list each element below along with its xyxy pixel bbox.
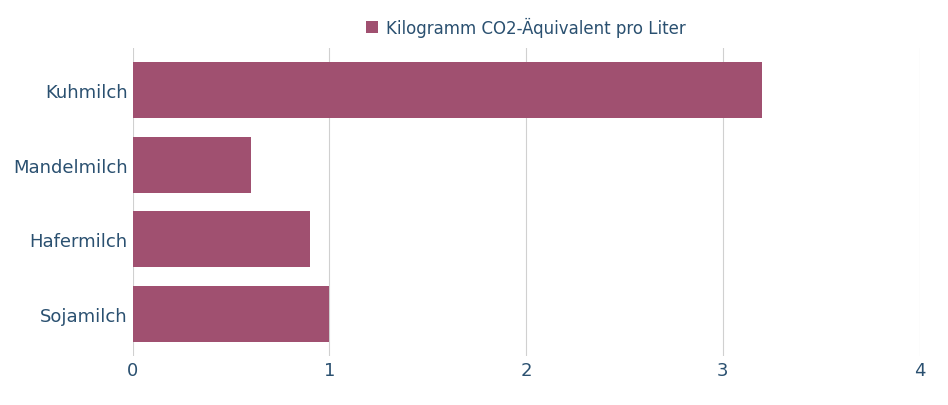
Legend: Kilogramm CO2-Äquivalent pro Liter: Kilogramm CO2-Äquivalent pro Liter	[359, 11, 693, 44]
Bar	[133, 137, 250, 193]
Bar	[133, 286, 329, 342]
Bar	[133, 212, 310, 268]
Bar	[133, 63, 762, 119]
